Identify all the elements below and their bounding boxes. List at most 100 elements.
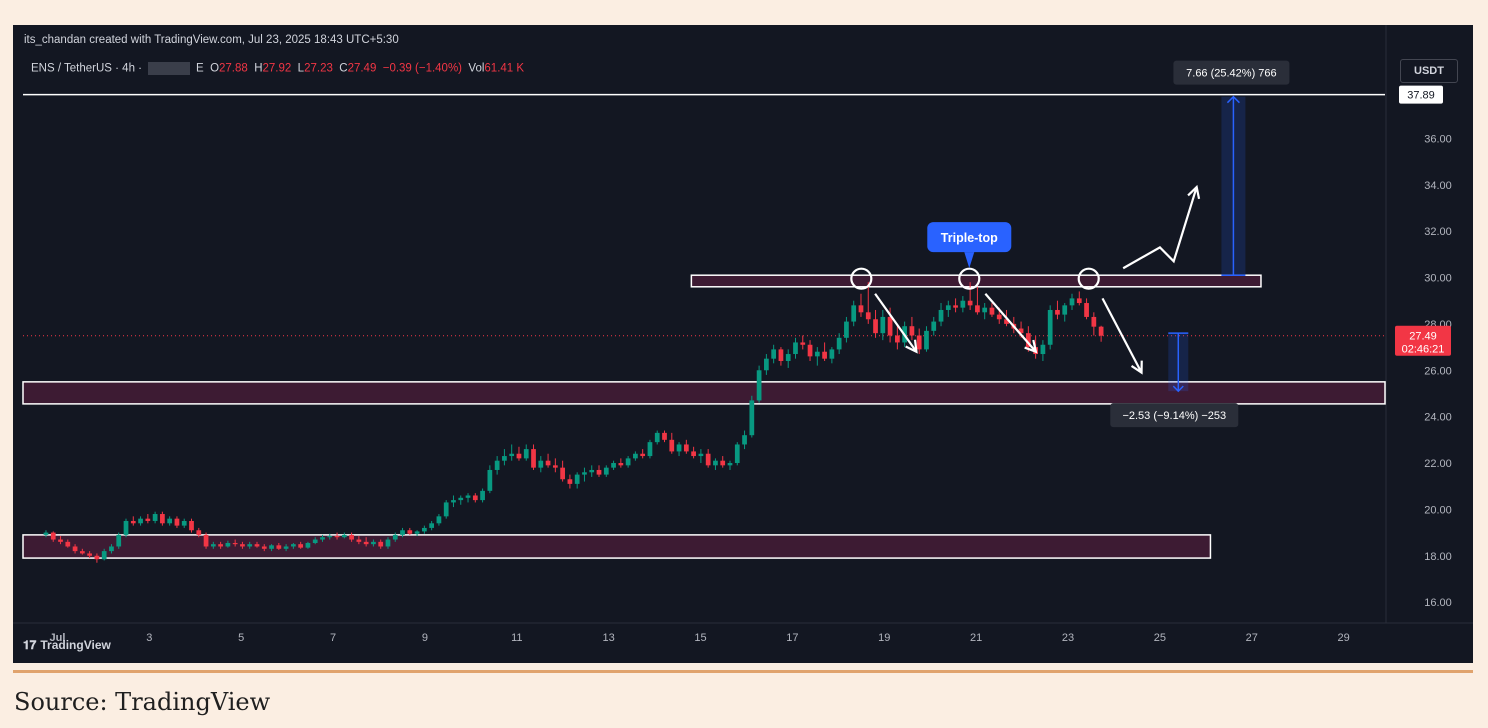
candle-body [800,342,806,345]
candle-body [1076,298,1082,304]
tradingview-logo[interactable]: 𝟏𝟕 TradingView [23,638,111,652]
volume-value: 61.41 K [484,62,525,75]
up-measure-arrowhead [1226,95,1240,104]
breakout-arrow [1122,186,1198,270]
candle-body [254,544,260,547]
candle-body [771,349,777,359]
x-tick-label: 19 [878,632,890,644]
candle-body [734,444,740,464]
candle-body [807,344,813,357]
candle-body [953,305,958,308]
candle-body [640,453,646,457]
candle-body [269,545,274,549]
candle-body [1025,333,1031,348]
price-chart[interactable]: Triple-top 7.66 (25.42%) 766 −2.53 (−9.14%… [13,25,1473,663]
drop-arrow-1 [874,293,918,353]
candle-body [502,456,507,461]
candle-body [189,520,194,531]
candle-body [538,460,544,468]
exchange-tail: E [196,62,204,75]
y-tick-label: 26.00 [1424,365,1452,377]
candle-body [989,307,995,315]
candle-body [647,442,653,457]
top-circle-3 [1077,267,1100,290]
candle-body [334,536,340,538]
countdown-label: 02:46:21 [1402,344,1445,356]
candle-body [65,541,71,547]
candle-body [596,469,602,475]
candle-body [865,312,871,320]
target-price-tag [1399,85,1443,104]
candle-body [742,435,747,445]
candle-body [960,300,966,308]
candle-body [858,305,864,313]
candle-body [698,453,704,457]
candle-body [945,305,951,310]
candle-body [1040,344,1046,355]
target-price-label: 37.89 [1407,90,1435,102]
current-price-tag [1395,325,1451,356]
ohlc-legend: ENS / TetherUS · 4h · E O27.88 H27.92 L27… [31,62,525,75]
y-tick-label: 24.00 [1424,412,1452,424]
candle-body [1062,305,1068,315]
base-zone [22,534,1212,559]
candle-body [560,467,565,480]
candle-body [109,546,114,552]
y-tick-label: 20.00 [1424,504,1452,516]
candle-body [523,449,529,459]
chart-panel[interactable]: Triple-top 7.66 (25.42%) 766 −2.53 (−9.14%… [13,25,1473,663]
candle-body [320,537,325,540]
candle-body [218,544,223,547]
support-zone [22,381,1386,405]
up-measure-label-box [1173,60,1290,85]
candle-body [407,530,413,534]
candle-body [298,544,304,548]
candle-body [545,460,551,466]
y-tick-label: 16.00 [1424,597,1452,609]
candle-body [764,358,769,371]
candle-body [196,530,202,535]
candle-body [552,465,558,468]
candle-body [494,460,500,470]
candle-body [873,319,878,334]
candle-body [429,523,435,528]
candle-body [210,544,216,547]
candle-body [1047,309,1053,345]
currency-button[interactable]: USDT [1400,59,1458,83]
x-tick-label: 7 [330,632,336,644]
candle-body [589,469,595,473]
tradingview-logo-icon: 𝟏𝟕 [23,638,37,652]
candle-body [931,321,937,331]
chart-credit: its_chandan created with TradingView.com… [24,34,399,46]
candle-body [203,534,209,547]
candle-body [785,354,791,361]
candle-body [130,520,136,524]
candle-body [312,539,318,544]
candle-body [240,544,245,547]
candle-body [814,351,820,357]
candle-body [1018,328,1024,334]
candle-body [683,444,689,452]
change-value: −0.39 (−1.40%) [382,62,463,75]
candle-body [58,539,63,542]
candle-body [894,335,900,343]
candle-body [793,342,798,355]
candle-body [727,463,733,466]
candle-body [291,544,296,547]
candle-body [567,479,573,484]
x-tick-label: 23 [1062,632,1074,644]
candle-body [1004,319,1009,324]
candle-body [458,497,464,501]
drop-arrow-1-head [905,339,918,354]
candle-body [611,463,616,468]
candle-body [582,472,587,475]
candle-body [422,527,427,532]
candle-body [531,449,536,468]
candle-body [436,516,442,524]
x-tick-label: 9 [422,632,428,644]
candle-body [618,463,624,466]
symbol-label[interactable]: ENS / TetherUS · 4h · [31,62,142,75]
candle-body [1069,298,1075,306]
x-tick-label: 27 [1246,632,1258,644]
high-value: 27.92 [262,62,292,75]
